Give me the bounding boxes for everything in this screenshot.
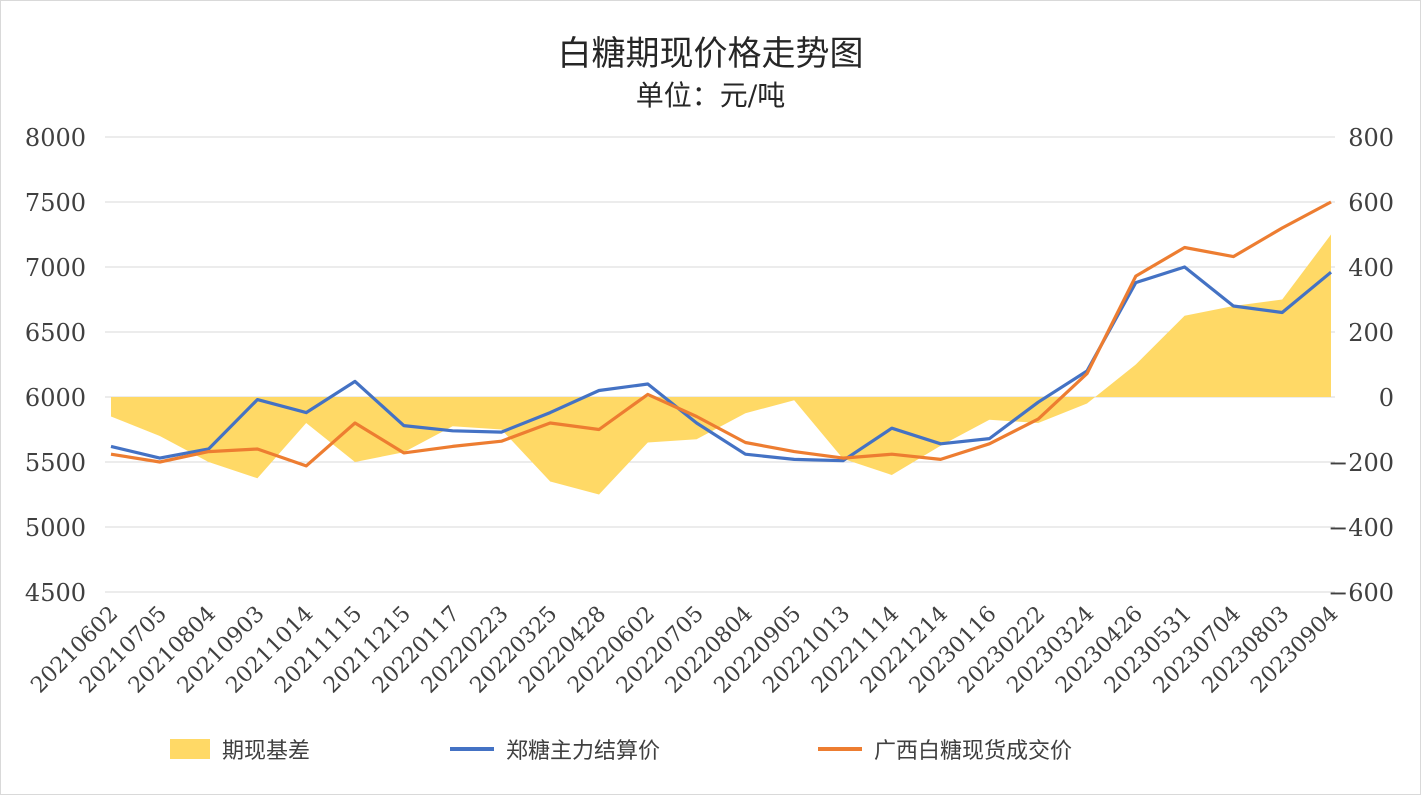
- zhengzhou-sugar-line: [110, 265, 1333, 463]
- legend: 期现基差 郑糖主力结算价 广西白糖现货成交价: [170, 739, 1072, 764]
- left-axis-labels: 4500 5000 5500 6000 6500 7000 7500 8000: [25, 124, 86, 607]
- legend-label: 期现基差: [222, 739, 310, 764]
- legend-label: 广西白糖现货成交价: [874, 739, 1072, 764]
- right-axis-tick-label: 400: [1348, 254, 1394, 282]
- left-axis-tick-label: 7500: [25, 189, 86, 217]
- left-axis-tick-label: 8000: [25, 124, 86, 152]
- left-axis-tick-label: 7000: [25, 254, 86, 282]
- basis-area: [111, 234, 1331, 495]
- left-axis-tick-label: 6500: [25, 319, 86, 347]
- left-axis-tick-label: 5000: [25, 514, 86, 542]
- right-axis-labels: −600 −400 −200 0 200 400 600 800: [1328, 124, 1394, 607]
- right-axis-tick-label: 800: [1348, 124, 1394, 152]
- guangxi-sugar-line: [110, 200, 1332, 468]
- x-axis-labels: 2021060220210705202108042021090320211014…: [26, 602, 1343, 699]
- right-axis-tick-label: 0: [1379, 384, 1394, 412]
- right-axis-tick-label: −400: [1328, 514, 1394, 542]
- right-axis-tick-label: 600: [1348, 189, 1394, 217]
- legend-swatch-area: [170, 739, 210, 759]
- legend-label: 郑糖主力结算价: [506, 739, 660, 764]
- right-axis-tick-label: −200: [1328, 449, 1394, 477]
- right-axis-tick-label: −600: [1328, 579, 1394, 607]
- left-axis-tick-label: 6000: [25, 384, 86, 412]
- right-axis-tick-label: 200: [1348, 319, 1394, 347]
- basis-area-layer: [110, 234, 1332, 495]
- price-lines-layer: [110, 200, 1333, 468]
- chart-title: 白糖期现价格走势图: [557, 34, 864, 74]
- left-axis-tick-label: 4500: [25, 579, 86, 607]
- chart-subtitle: 单位：元/吨: [635, 79, 786, 112]
- left-axis-tick-label: 5500: [25, 449, 86, 477]
